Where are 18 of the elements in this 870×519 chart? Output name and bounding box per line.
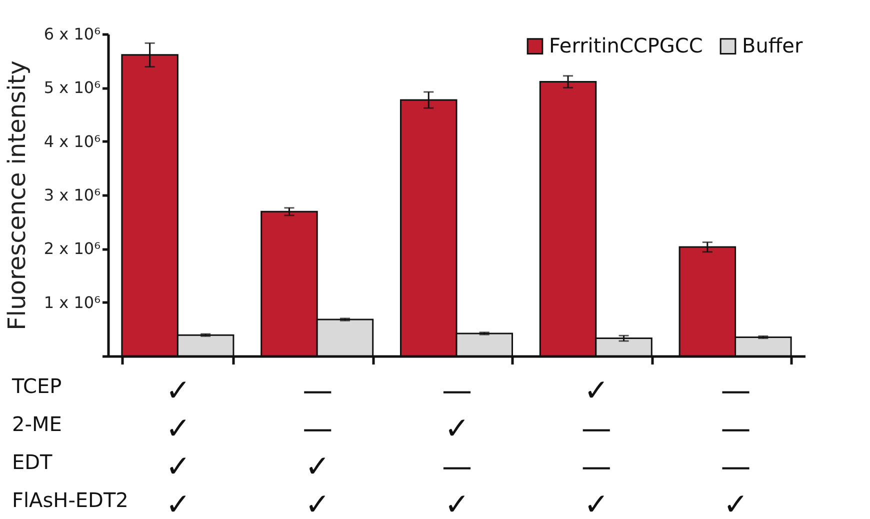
y-tick-label: 3 x 10⁶	[44, 186, 100, 204]
text: TCEP	[12, 373, 63, 400]
y-tick-label: 4 x 10⁶	[44, 132, 100, 151]
y-tick-label: 5 x 10⁶	[44, 78, 100, 98]
legend-label: FerritinCCPGCC	[549, 33, 703, 58]
y-tick-label: 2 x 10⁶	[44, 239, 100, 258]
y-tick-label: 6 x 10⁶	[44, 24, 100, 44]
x-tick-label: ✓ — — ✓	[581, 374, 612, 519]
x-tick-label: — ✓ — ✓	[442, 374, 472, 519]
text: FlAsH-EDT2	[12, 487, 128, 514]
y-tick-label: 1 x 10⁶	[44, 292, 100, 312]
legend-label: Buffer	[742, 33, 804, 58]
x-tick-label: — — ✓ ✓	[302, 374, 333, 519]
y-axis-title: Fluorescence intensity	[2, 60, 31, 330]
text: 2-ME	[12, 411, 63, 438]
text: EDT	[12, 449, 54, 476]
x-tick-label: — — — ✓	[720, 374, 751, 519]
x-tick-label: ✓ ✓ ✓ ✓	[166, 374, 191, 519]
